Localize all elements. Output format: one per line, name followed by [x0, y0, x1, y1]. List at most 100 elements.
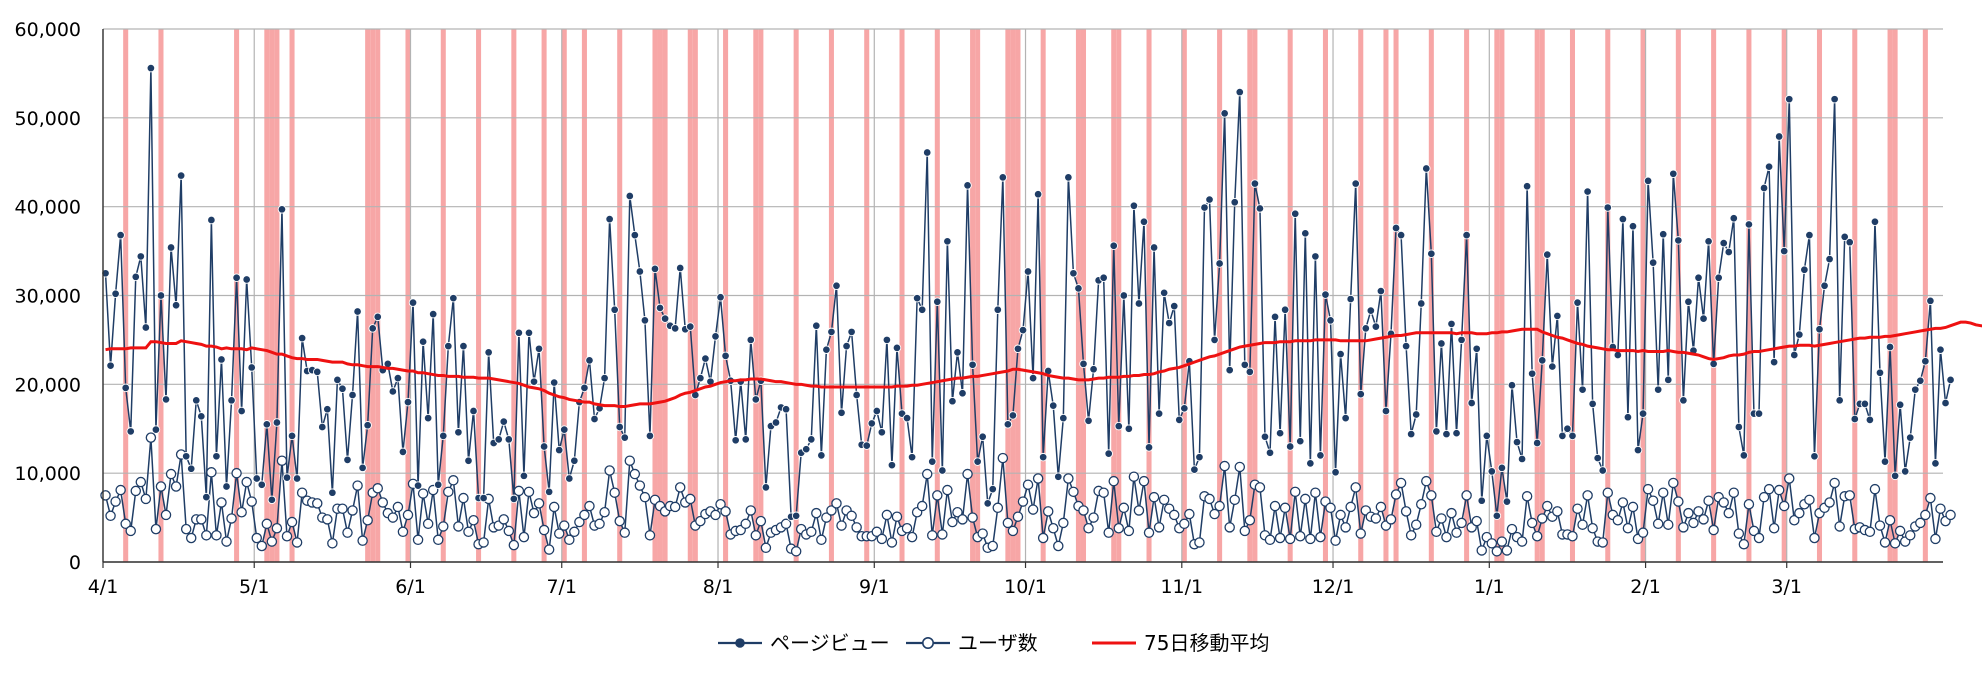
pageview-point [640, 316, 650, 325]
pageview-point [615, 422, 624, 432]
user-count-point [811, 507, 822, 519]
pageview-point [1210, 335, 1219, 345]
pageview-point [1462, 230, 1471, 240]
pageview-point [1406, 429, 1416, 439]
user-count-point [836, 520, 847, 531]
user-count-point [816, 534, 827, 546]
pageview-point [1926, 296, 1935, 306]
pageview-point [1784, 94, 1794, 104]
user-count-point [1002, 517, 1014, 529]
user-count-point [987, 540, 999, 552]
legend-label-pageview: ページビュー [770, 631, 890, 655]
pageview-point [998, 173, 1008, 182]
user-count-point [1239, 525, 1251, 537]
pageview-point [1568, 431, 1577, 441]
user-count-point [1506, 523, 1518, 535]
pageview-point [554, 445, 564, 455]
pageview-point [272, 418, 282, 427]
user-count-point [1829, 477, 1840, 489]
user-count-point [548, 501, 560, 513]
user-count-point [1148, 491, 1160, 503]
pageview-point [1331, 468, 1340, 477]
user-count-point [1254, 482, 1266, 493]
pageview-point [408, 298, 418, 307]
pageview-point [1129, 201, 1139, 211]
user-count-point [145, 432, 157, 443]
pageview-point [328, 488, 337, 497]
user-count-point [1728, 487, 1740, 498]
pageview-point [1477, 496, 1486, 505]
pageview-point [1583, 187, 1592, 196]
user-count-point [1395, 477, 1407, 489]
user-count-point [1426, 490, 1437, 501]
user-count-point [1471, 515, 1482, 527]
user-count-point [352, 480, 363, 491]
user-count-point [1274, 532, 1286, 544]
pageview-point [413, 481, 423, 490]
user-count-point [1496, 536, 1508, 547]
pageview-point [1452, 428, 1461, 438]
pageview-point [993, 305, 1003, 314]
pageview-point [1800, 265, 1809, 274]
pageview-point [1048, 401, 1058, 410]
pageview-point [202, 492, 211, 502]
pageview-point [630, 230, 640, 240]
x-tick-label: 4/1 [88, 576, 119, 598]
pageview-point [963, 181, 972, 190]
pageview-point [1225, 365, 1234, 375]
pageview-point [771, 418, 781, 427]
user-count-point [1778, 500, 1790, 512]
pageview-point [1674, 236, 1683, 245]
pageview-point [1815, 325, 1824, 334]
pageview-point [444, 341, 453, 351]
user-count-point [226, 513, 237, 524]
pageview-point [398, 447, 408, 457]
pageview-point [126, 427, 135, 436]
user-count-point [180, 523, 192, 535]
x-tick-label: 10/1 [1004, 576, 1047, 598]
pageview-point [635, 267, 645, 276]
pageview-point [655, 303, 665, 313]
pageview-point [1517, 454, 1527, 464]
pageview-point [1618, 214, 1628, 224]
user-count-point [1421, 475, 1432, 487]
pageview-point [1416, 299, 1426, 308]
pageview-point [862, 441, 871, 450]
pageview-point [675, 263, 685, 273]
pageview-point [1875, 368, 1885, 378]
user-count-point [1007, 525, 1019, 537]
user-count-point [1375, 501, 1387, 513]
pageview-point [827, 327, 836, 337]
user-count-point [584, 500, 595, 512]
pageview-point [1064, 173, 1073, 182]
user-count-point [1047, 522, 1059, 534]
pageview-point [1563, 424, 1572, 434]
user-count-point [1204, 493, 1215, 505]
pageview-point [887, 460, 897, 470]
user-count-point [458, 492, 469, 504]
pageview-point [801, 444, 811, 454]
pageview-point [1270, 312, 1280, 322]
user-count-point [518, 531, 530, 543]
user-count-point [1385, 514, 1397, 525]
pageview-point [812, 321, 821, 330]
user-count-point [1844, 490, 1855, 501]
user-count-point [1194, 537, 1205, 548]
pageview-point [711, 332, 720, 341]
user-count-point [140, 493, 152, 505]
user-count-point [1310, 487, 1321, 498]
pageview-point [358, 463, 367, 473]
user-count-point [1300, 493, 1311, 505]
user-count-point [1168, 509, 1180, 521]
x-tick-label: 5/1 [239, 576, 270, 598]
pageview-point [1865, 415, 1875, 425]
user-count-point [564, 534, 575, 546]
pageview-point [1522, 181, 1532, 191]
user-count-point [1945, 509, 1956, 521]
pageview-point [1648, 258, 1658, 267]
user-count-point [135, 476, 147, 488]
pageview-point [585, 356, 594, 365]
pageview-point [1512, 437, 1522, 447]
user-count-point [276, 455, 288, 466]
user-count-point [1804, 494, 1815, 506]
